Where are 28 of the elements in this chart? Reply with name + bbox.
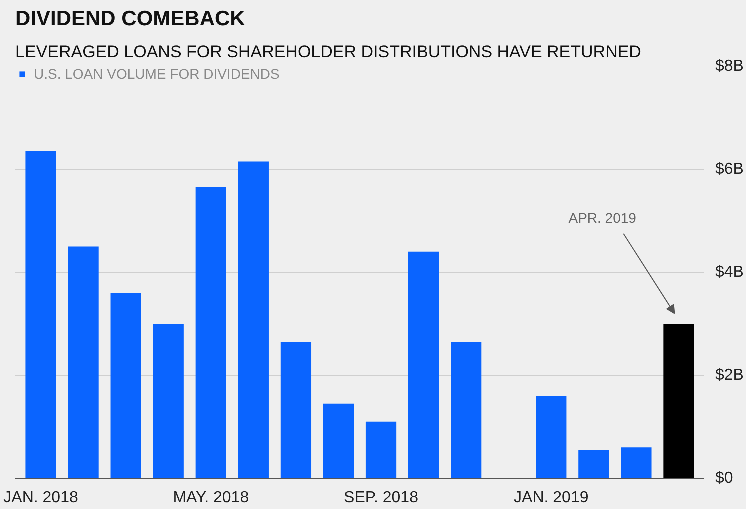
annotation: APR. 2019	[568, 210, 637, 226]
bar	[280, 342, 312, 478]
bar	[536, 396, 567, 478]
chart-title: DIVIDEND COMEBACK	[16, 8, 246, 30]
x-tick-label: SEP. 2018	[344, 490, 419, 506]
bar	[664, 324, 694, 478]
legend-label: U.S. LOAN VOLUME FOR DIVIDENDS	[34, 66, 280, 82]
bar	[408, 252, 440, 478]
y-tick-label: $2B	[716, 367, 744, 384]
bar	[68, 246, 99, 478]
bar	[323, 404, 354, 478]
x-tick-label: MAY. 2018	[173, 490, 250, 506]
bar	[153, 324, 184, 478]
bar	[196, 188, 226, 478]
y-tick-label: $6B	[716, 161, 744, 178]
bar	[366, 422, 397, 478]
bar	[621, 448, 652, 478]
bar	[110, 293, 142, 478]
chart-subtitle: LEVERAGED LOANS FOR SHAREHOLDER DISTRIBUTIONS HAVE RETURNED	[16, 42, 642, 62]
y-tick-label: $8B	[716, 58, 744, 75]
bar	[578, 450, 610, 478]
x-tick-label: JAN. 2018	[4, 490, 78, 506]
bar	[451, 342, 482, 478]
x-tick-label: JAN. 2019	[514, 490, 589, 506]
bar	[238, 162, 269, 478]
bar	[26, 151, 56, 478]
y-tick-label: $0	[716, 470, 734, 487]
y-tick-label: $4B	[716, 264, 744, 281]
